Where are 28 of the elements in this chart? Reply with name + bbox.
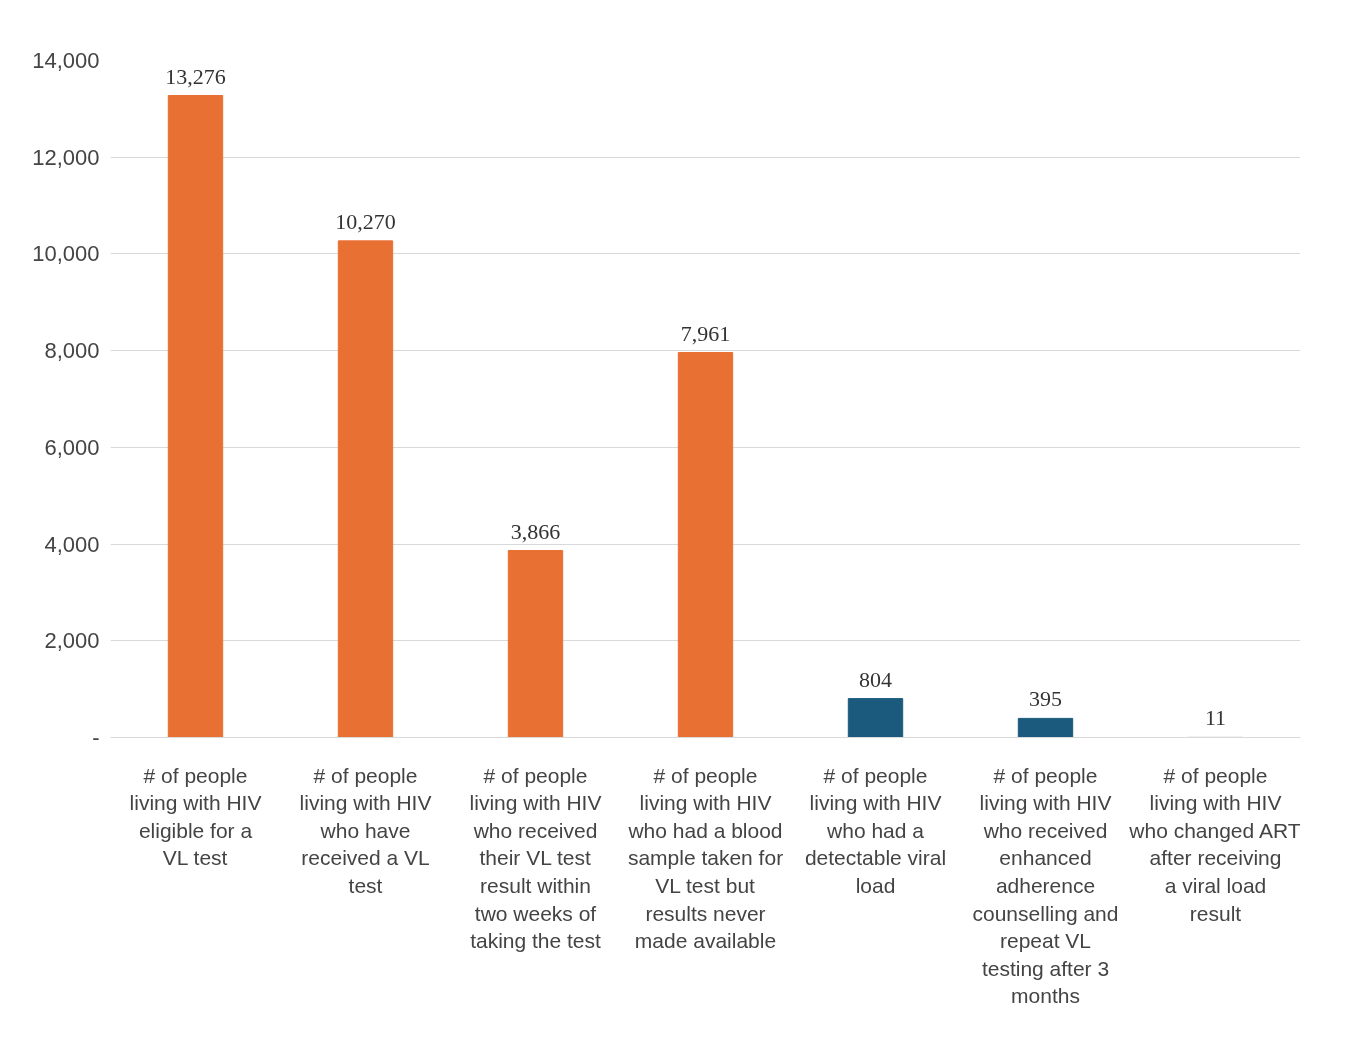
data-label: 11: [1204, 704, 1227, 730]
x-tick-label: # of people living with HIV who had a detectable viral load: [804, 763, 947, 897]
y-tick-label: -: [92, 725, 100, 750]
data-label: 13,276: [165, 63, 226, 89]
y-tick-label: 14,000: [32, 48, 100, 73]
x-tick-label: # of people living with HIV eligible for a VL test: [129, 763, 262, 870]
data-label: 804: [859, 666, 892, 692]
y-tick-label: 8,000: [44, 338, 100, 364]
y-tick-label: 2,000: [44, 628, 100, 654]
bar: [167, 95, 224, 738]
x-tick-label: # of people living with HIV who received their VL test result within two weeks of taking the test: [469, 763, 602, 953]
bar: [507, 550, 564, 738]
y-tick-label: 6,000: [44, 434, 100, 460]
x-tick-label: # of people living with HIV who had a blood sample taken for VL test but results never made available: [627, 763, 784, 953]
y-tick-label: 10,000: [32, 241, 100, 267]
y-tick-label: 4,000: [44, 531, 100, 557]
data-label: 7,961: [680, 320, 731, 346]
bar: [847, 698, 904, 738]
bar: [677, 352, 734, 738]
y-tick-label: 12,000: [32, 144, 100, 170]
data-label: 395: [1029, 686, 1062, 712]
data-label: 10,270: [335, 208, 396, 234]
data-label: 3,866: [510, 518, 561, 544]
x-tick-label: # of people living with HIV who changed ART after receiving a viral load result: [1128, 763, 1301, 925]
bar: [337, 240, 394, 738]
x-tick-label: # of people living with HIV who have received a VL test: [299, 763, 432, 897]
category-label: # of people living with HIV who received enhanced adherence counselling and repeat VL testing after 3 months: [972, 763, 1119, 1008]
bar: [1017, 717, 1074, 738]
